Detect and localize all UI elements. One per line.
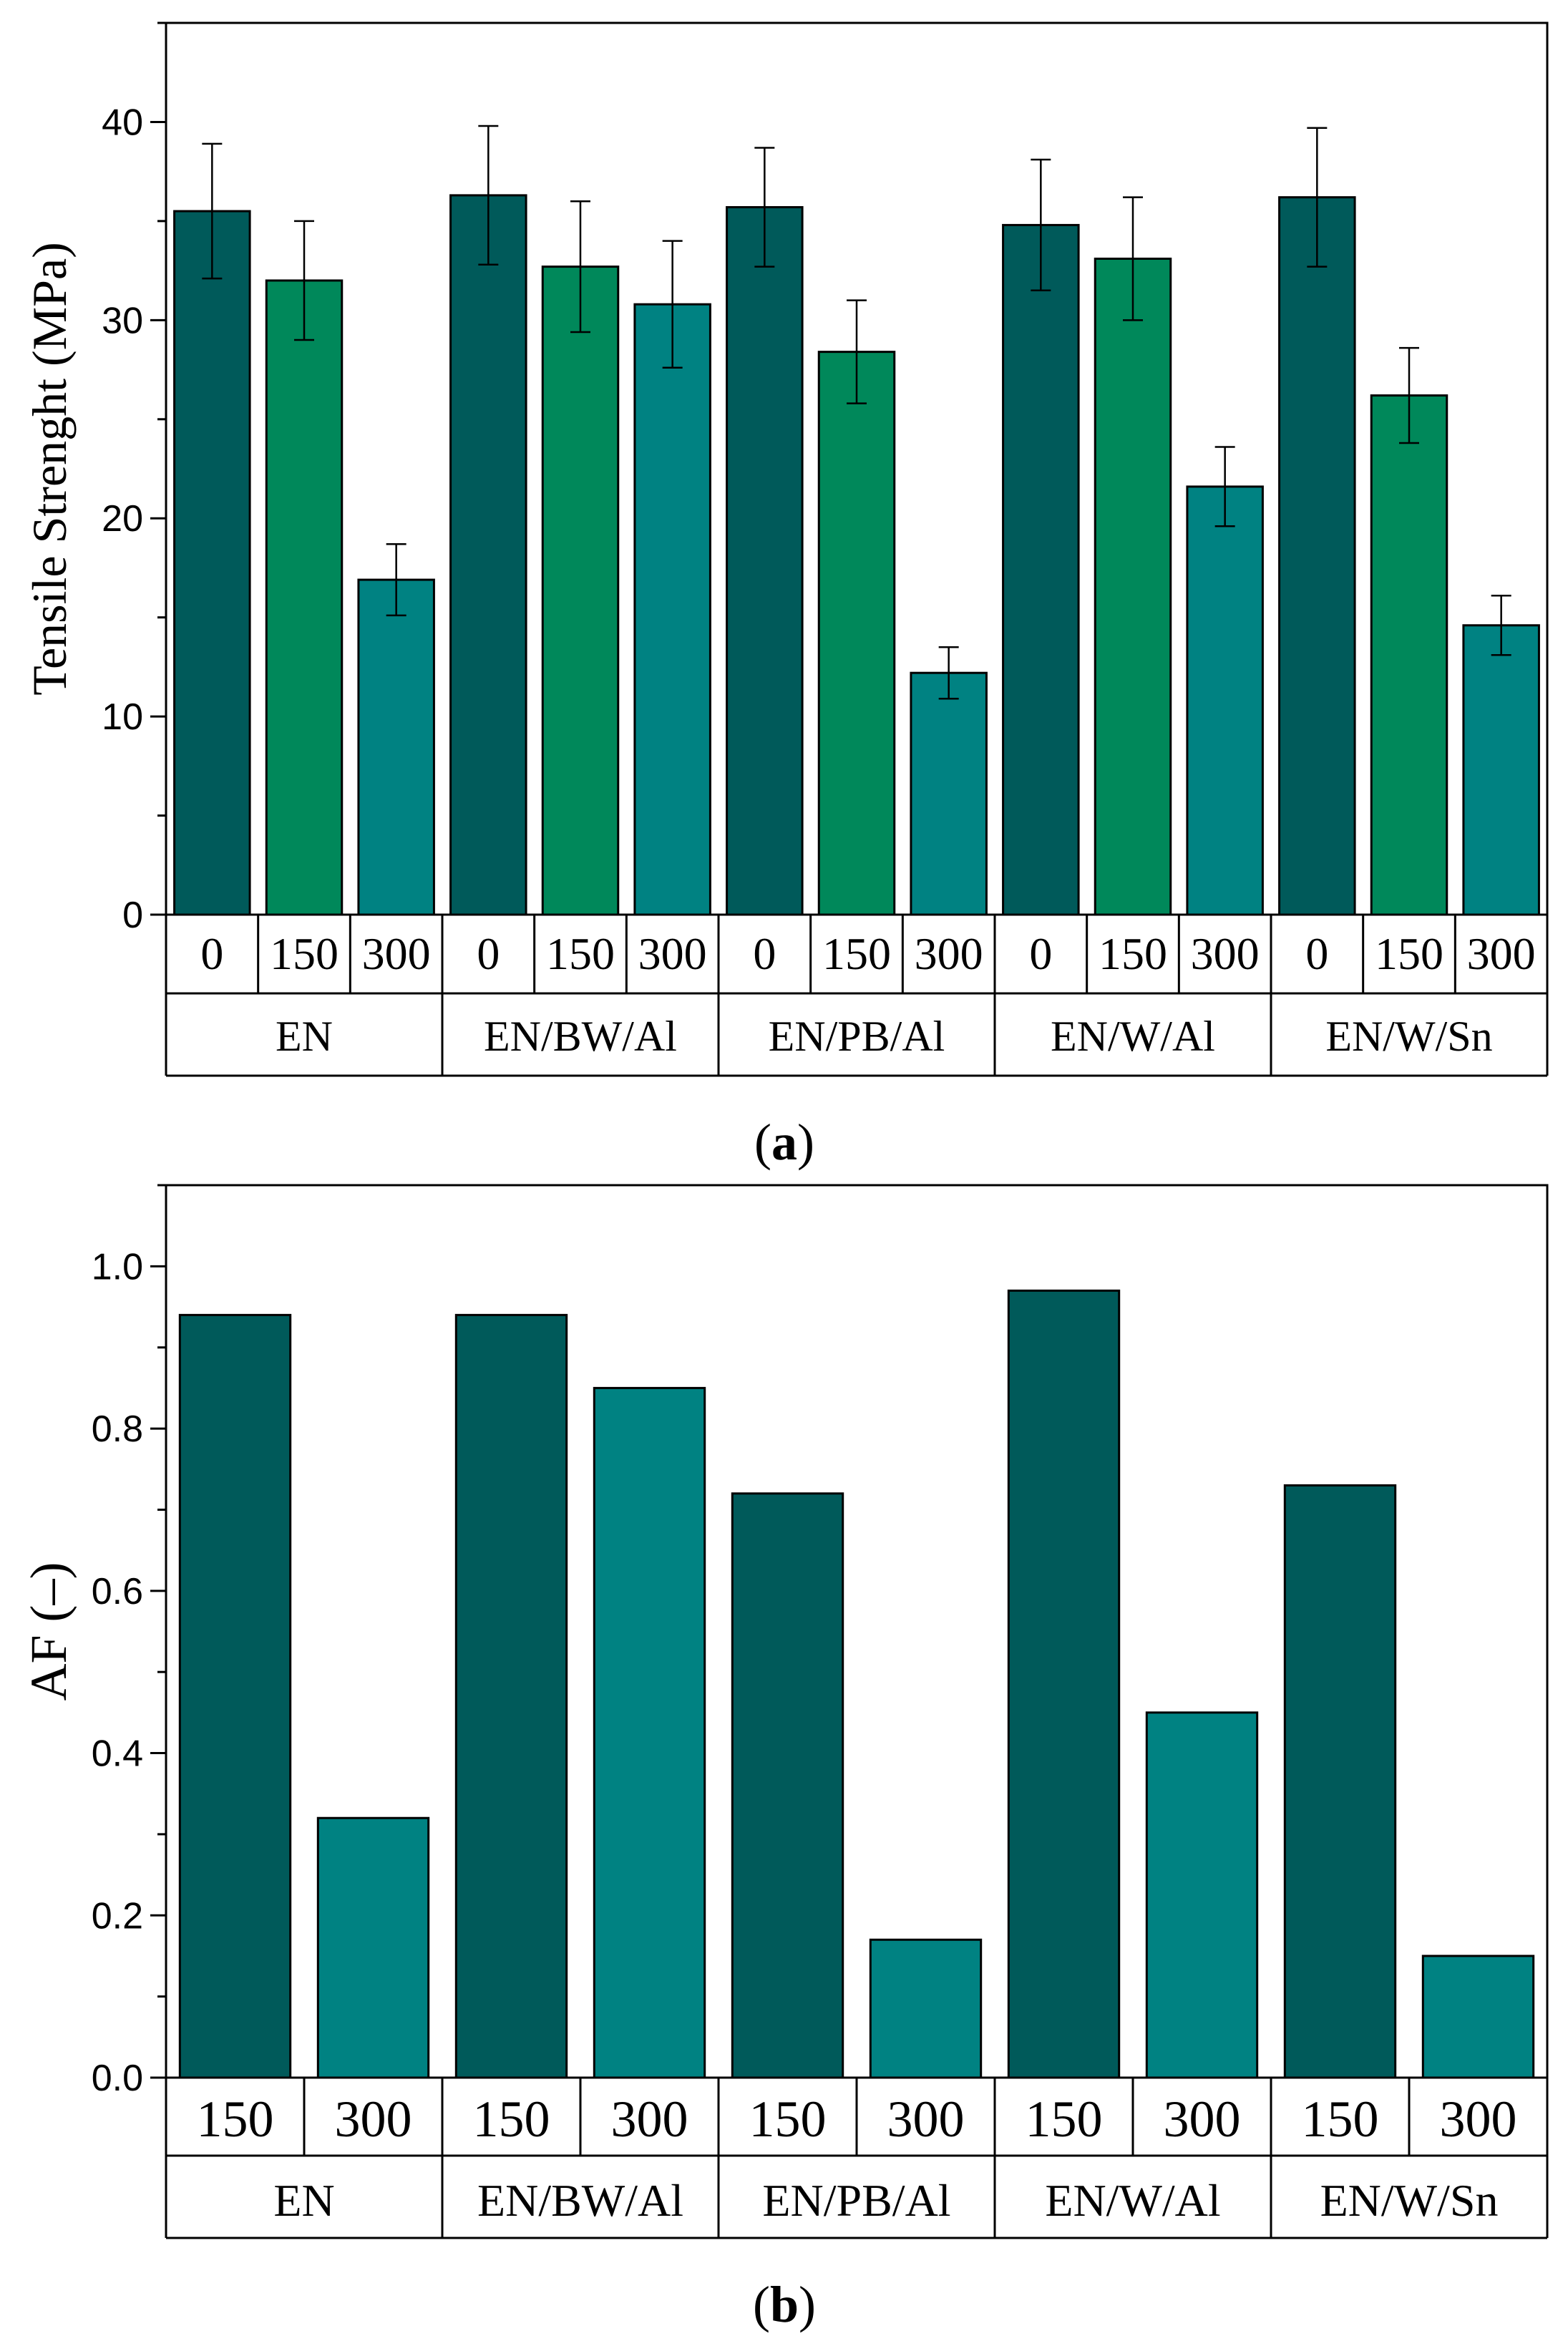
bar-en-w-al-150 xyxy=(1007,1289,1121,2079)
x-group-label: EN/W/Al xyxy=(1045,2175,1220,2226)
x-group-label: EN/BW/Al xyxy=(477,2175,683,2226)
x-sub-label: 0 xyxy=(477,928,500,979)
panel-letter: b xyxy=(770,2276,799,2333)
x-group-label: EN/W/Al xyxy=(1051,1013,1215,1060)
x-sub-label: 150 xyxy=(197,2091,274,2148)
x-sub-label: 150 xyxy=(749,2091,827,2148)
x-sub-label: 300 xyxy=(1440,2091,1517,2148)
bar-en-w-al-0 xyxy=(1002,223,1080,916)
bar-en-w-sn-150 xyxy=(1370,394,1448,916)
panel-a-chart: 0 10 20 30 40 Tensile Strenght (MPa) 0 150 300 EN… xyxy=(22,21,1549,1171)
bar-en-300 xyxy=(316,1816,430,2079)
x-sub-label: 150 xyxy=(546,928,615,979)
x-group-label: EN/W/Sn xyxy=(1320,2175,1499,2226)
x-sub-label: 150 xyxy=(1302,2091,1379,2148)
bar-en-w-al-150 xyxy=(1094,257,1172,916)
y-tick-label: 20 xyxy=(102,498,143,540)
y-tick-label: 0 xyxy=(122,895,143,936)
x-sub-label: 300 xyxy=(362,928,431,979)
panel-letter: a xyxy=(771,1114,797,1171)
x-group-label: EN/BW/Al xyxy=(484,1013,677,1060)
panel-label-b: (b) xyxy=(753,2276,816,2333)
bar-en-w-sn-150 xyxy=(1283,1484,1397,2079)
bar-en-w-al-300 xyxy=(1145,1711,1259,2079)
y-tick-label: 0.2 xyxy=(92,1895,143,1937)
x-sub-label: 150 xyxy=(270,928,339,979)
x-sub-label: 300 xyxy=(1467,928,1536,979)
x-sub-label: 0 xyxy=(200,928,223,979)
x-sub-label: 300 xyxy=(335,2091,412,2148)
x-sub-label: 150 xyxy=(822,928,891,979)
y-axis-title: AF (–) xyxy=(20,1562,77,1701)
x-sub-label: 0 xyxy=(753,928,776,979)
bar-en-bw-al-300 xyxy=(633,303,711,916)
x-sub-label: 300 xyxy=(915,928,983,979)
panel-label-a: (a) xyxy=(754,1114,814,1171)
y-tick-label: 0.0 xyxy=(92,2058,143,2099)
bar-en-w-sn-0 xyxy=(1278,196,1356,916)
x-group-label: EN xyxy=(276,1013,333,1060)
x-sub-label: 0 xyxy=(1029,928,1052,979)
bar-en-w-sn-300 xyxy=(1462,624,1540,916)
x-sub-label: 150 xyxy=(1026,2091,1103,2148)
bar-en-150 xyxy=(265,279,344,916)
bar-en-w-sn-300 xyxy=(1421,1955,1535,2079)
x-sub-label: 300 xyxy=(1191,928,1260,979)
bar-en-0 xyxy=(173,210,251,916)
bar-en-bw-al-150 xyxy=(541,266,620,916)
x-sub-label: 150 xyxy=(1099,928,1167,979)
bar-en-w-al-300 xyxy=(1186,485,1264,916)
bar-en-150 xyxy=(178,1313,292,2079)
bar-en-pb-al-150 xyxy=(731,1492,844,2079)
x-sub-label: 0 xyxy=(1305,928,1328,979)
y-tick-label: 1.0 xyxy=(92,1246,143,1288)
y-tick-label: 0.6 xyxy=(92,1571,143,1612)
x-sub-label: 300 xyxy=(611,2091,688,2148)
x-group-label: EN/W/Sn xyxy=(1325,1013,1492,1060)
bar-en-pb-al-300 xyxy=(869,1938,983,2079)
x-sub-label: 150 xyxy=(1375,928,1443,979)
bar-en-pb-al-300 xyxy=(910,671,988,916)
bar-en-pb-al-150 xyxy=(817,351,896,916)
y-axis-title: Tensile Strenght (MPa) xyxy=(22,242,77,696)
bar-en-300 xyxy=(357,578,435,916)
x-group-label: EN/PB/Al xyxy=(762,2175,950,2226)
y-tick-label: 10 xyxy=(102,696,143,738)
x-group-label: EN/PB/Al xyxy=(769,1013,945,1060)
x-group-label: EN xyxy=(273,2175,334,2226)
x-sub-label: 300 xyxy=(887,2091,965,2148)
x-sub-label: 300 xyxy=(638,928,707,979)
y-tick-label: 0.8 xyxy=(92,1408,143,1450)
x-sub-label: 150 xyxy=(473,2091,550,2148)
y-tick-label: 0.4 xyxy=(92,1733,143,1775)
bar-en-bw-al-150 xyxy=(454,1313,568,2079)
y-tick-label: 30 xyxy=(102,300,143,341)
x-sub-label: 300 xyxy=(1164,2091,1241,2148)
y-tick-label: 40 xyxy=(102,102,143,143)
bar-en-bw-al-300 xyxy=(593,1386,706,2079)
bar-en-pb-al-0 xyxy=(726,206,804,916)
bar-en-bw-al-0 xyxy=(449,194,527,916)
